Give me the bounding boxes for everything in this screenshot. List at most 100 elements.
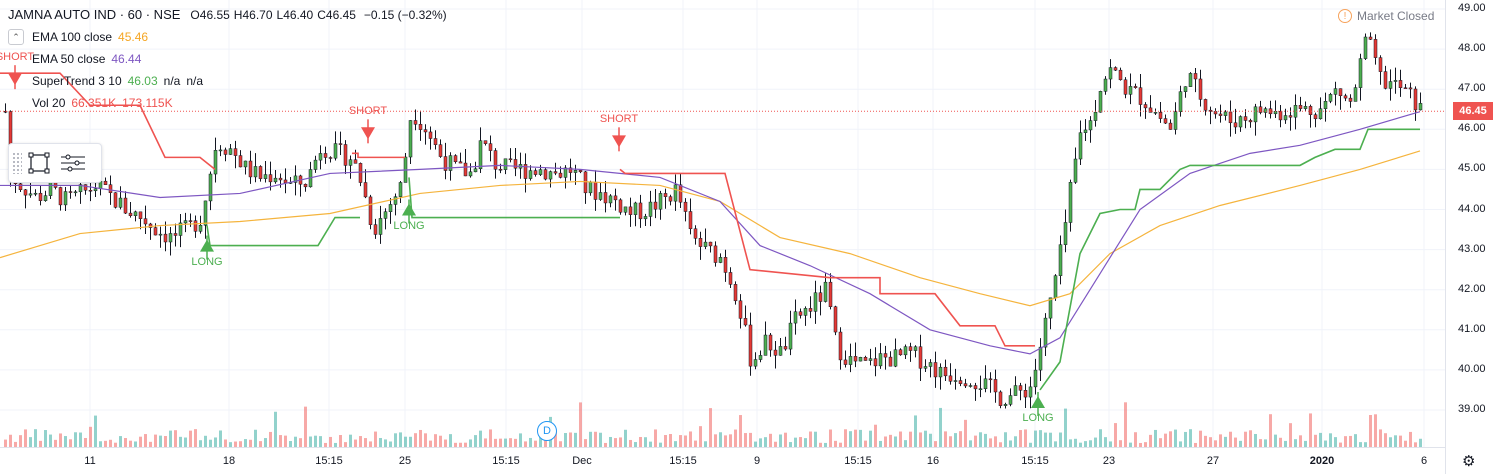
volume-bar <box>249 439 252 447</box>
candle-body <box>803 308 808 316</box>
volume-bar <box>714 434 717 447</box>
volume-bar <box>1064 408 1067 447</box>
volume-bar <box>19 435 22 447</box>
rectangle-tool-icon[interactable] <box>22 148 56 178</box>
candle-body <box>183 220 188 224</box>
volume-bar <box>884 436 887 447</box>
supertrend-up-line <box>206 216 360 247</box>
market-status[interactable]: ! Market Closed <box>1338 9 1434 23</box>
candle-body <box>233 148 238 156</box>
candle-body <box>188 220 193 222</box>
candle-body <box>193 220 198 232</box>
volume-bar <box>1114 423 1117 447</box>
candle-body <box>43 195 48 201</box>
candle-body <box>818 292 823 302</box>
symbol-title[interactable]: JAMNA AUTO IND · 60 · NSE <box>8 7 181 22</box>
candle-body <box>1153 112 1158 114</box>
volume-bar <box>454 442 457 447</box>
candle-body <box>1188 73 1193 87</box>
candle-body <box>1083 129 1088 133</box>
volume-bar <box>354 439 357 447</box>
time-tick-label: 15:15 <box>1021 455 1049 467</box>
candle-body <box>238 155 243 168</box>
volume-bar <box>1324 440 1327 447</box>
candle-body <box>838 331 843 361</box>
volume-bar <box>1314 434 1317 447</box>
candle-body <box>33 192 38 195</box>
ema50-row[interactable]: EMA 50 close 46.44 <box>8 48 447 70</box>
volume-bar <box>444 439 447 447</box>
volume-bar <box>1009 440 1012 447</box>
candle-body <box>398 182 403 197</box>
candle-body <box>253 166 258 178</box>
volume-bar <box>1364 442 1367 447</box>
volume-bar <box>1339 442 1342 447</box>
drawing-toolbox[interactable] <box>8 143 102 183</box>
volume-bar <box>1254 433 1257 447</box>
volume-bar <box>4 439 7 447</box>
volume-bar <box>734 429 737 447</box>
volume-bar <box>1304 440 1307 447</box>
open-value: O46.55 <box>190 8 230 22</box>
gear-icon[interactable]: ⚙ <box>1462 453 1476 470</box>
candle-body <box>508 158 513 161</box>
candle-body <box>333 143 338 159</box>
candle-body <box>878 353 883 367</box>
ema100-row[interactable]: ⌃ EMA 100 close 45.46 <box>8 26 447 48</box>
volume-bar <box>1419 438 1422 447</box>
time-tick-label: 16 <box>926 455 940 467</box>
volume-row[interactable]: Vol 20 66.351K 173.115K <box>8 92 447 114</box>
volume-bar <box>1039 430 1042 447</box>
candle-body <box>983 378 988 389</box>
volume-bar <box>609 436 612 447</box>
volume-bar <box>1164 433 1167 447</box>
candle-body <box>1338 88 1343 97</box>
candle-body <box>1223 111 1228 116</box>
volume-bar <box>184 437 187 447</box>
price-tick-label: 47.00 <box>1458 82 1486 95</box>
volume-bar <box>174 430 177 447</box>
volume-bar <box>104 440 107 447</box>
volume-bar <box>349 434 352 447</box>
candle-body <box>653 201 658 210</box>
candle-body <box>1203 99 1208 111</box>
volume-bar <box>229 442 232 447</box>
dividend-badge[interactable]: D <box>537 421 557 441</box>
collapse-legend-icon[interactable]: ⌃ <box>8 29 24 45</box>
volume-bar <box>914 415 917 447</box>
drag-handle-icon[interactable] <box>12 152 22 174</box>
candle-body <box>453 155 458 163</box>
volume-bar <box>1144 442 1147 447</box>
candle-body <box>313 159 318 170</box>
volume-bar <box>489 429 492 447</box>
supertrend-row[interactable]: SuperTrend 3 10 46.03 n/a n/a <box>8 70 447 92</box>
candle-body <box>758 355 763 360</box>
volume-bar <box>1209 437 1212 447</box>
candle-body <box>673 184 678 202</box>
time-tick-label: 25 <box>398 455 412 467</box>
volume-bar <box>319 436 322 447</box>
volume-bar <box>284 435 287 447</box>
settings-lines-icon[interactable] <box>56 148 90 178</box>
candle-body <box>1278 110 1283 121</box>
candle-body <box>933 362 938 378</box>
candle-body <box>608 195 613 204</box>
volume-bar <box>1389 437 1392 447</box>
volume-bar <box>1279 437 1282 447</box>
candle-body <box>493 150 498 170</box>
time-tick-label: 9 <box>753 455 761 467</box>
candle-body <box>433 138 438 145</box>
candle-body <box>413 120 418 125</box>
volume-bar <box>534 440 537 447</box>
volume-bar <box>919 432 922 447</box>
ema-100-close-line <box>0 150 1421 307</box>
volume-bar <box>1004 432 1007 447</box>
volume-bar <box>264 438 267 447</box>
volume-bar <box>214 437 217 447</box>
volume-bar <box>1074 438 1077 447</box>
price-tick-label: 49.00 <box>1458 2 1486 14</box>
volume-bar <box>1204 435 1207 447</box>
volume-bar <box>84 437 87 447</box>
candle-body <box>833 306 838 333</box>
